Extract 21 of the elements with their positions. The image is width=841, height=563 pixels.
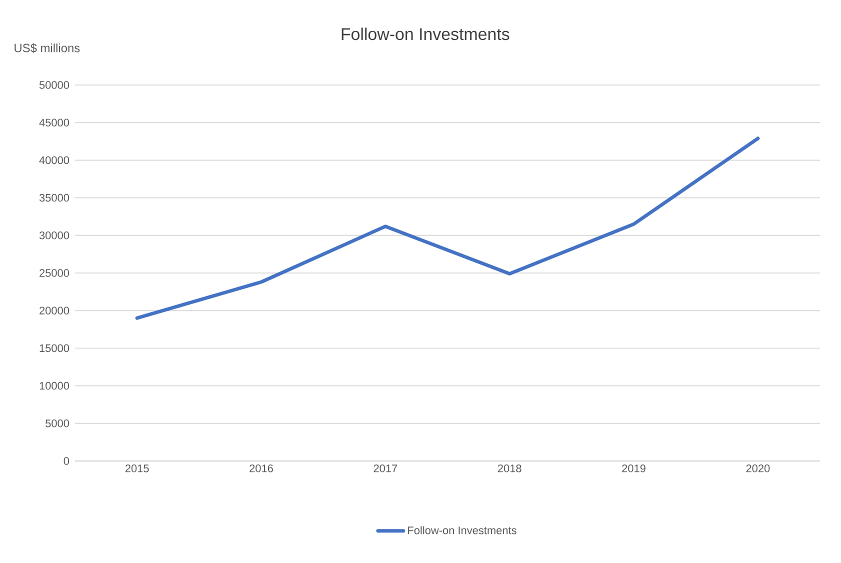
y-tick-label: 50000: [39, 81, 70, 89]
y-tick-label: 5000: [46, 420, 70, 428]
x-tick-label: 2020: [746, 464, 770, 472]
y-tick-label: 40000: [39, 156, 70, 164]
x-tick-label: 2017: [374, 464, 398, 472]
x-tick-label: 2016: [250, 464, 273, 472]
y-tick-label: 20000: [40, 306, 70, 314]
x-tick-label: 2019: [622, 464, 646, 472]
y-tick-label: 45000: [39, 118, 70, 126]
chart-title: Follow-on Investments: [342, 28, 510, 40]
y-tick-label: 35000: [39, 194, 70, 202]
y-tick-label: 30000: [39, 232, 70, 240]
x-tick-label: 2015: [125, 464, 149, 472]
x-tick-label: 2018: [498, 464, 522, 472]
y-tick-label: 0: [64, 457, 70, 465]
line-series: [135, 136, 760, 320]
y-tick-label: 15000: [40, 344, 70, 352]
legend-label: Follow-on Investments: [408, 526, 516, 534]
y-axis-title: US$ millions: [14, 43, 80, 53]
y-tick-label: 25000: [40, 269, 70, 277]
y-tick-label: 10000: [40, 382, 70, 390]
